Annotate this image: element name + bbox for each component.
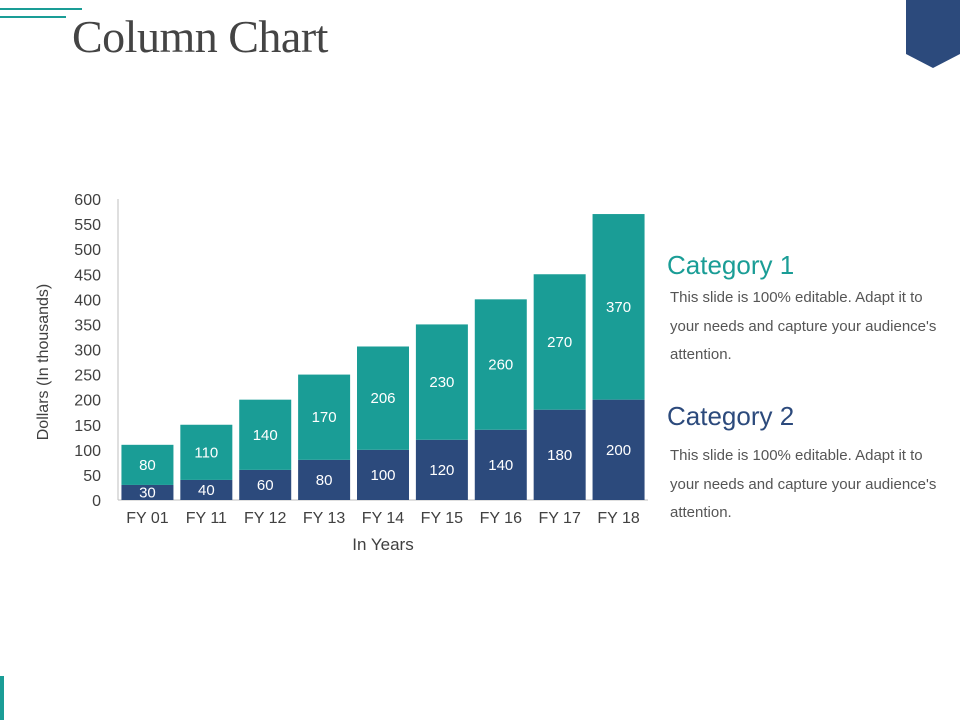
data-label: 200 (606, 442, 631, 459)
category-1-heading: Category 1 (667, 250, 795, 280)
title-accent-line-top (0, 8, 82, 10)
x-tick-label: FY 18 (597, 510, 640, 527)
y-tick-label: 400 (74, 292, 101, 309)
x-tick-label: FY 01 (126, 510, 169, 527)
y-tick-label: 350 (74, 317, 101, 334)
data-label: 80 (316, 472, 333, 489)
bar-segment-category-2 (474, 429, 527, 500)
x-tick-label: FY 12 (244, 510, 287, 527)
data-label: 206 (370, 390, 395, 407)
bar-segment-category-2 (298, 459, 351, 500)
bookmark-ribbon-icon (906, 0, 960, 68)
category-1-description: This slide is 100% editable. Adapt it to… (670, 289, 937, 363)
title-accent-line-bottom (0, 16, 66, 18)
y-tick-label: 600 (74, 192, 101, 209)
y-axis-title: Dollars (In thousands) (35, 284, 52, 441)
data-label: 140 (253, 427, 278, 444)
x-tick-label: FY 14 (362, 510, 405, 527)
y-tick-label: 450 (74, 267, 101, 284)
data-label: 230 (429, 374, 454, 391)
data-label: 370 (606, 299, 631, 316)
y-tick-label: 100 (74, 443, 101, 460)
y-tick-label: 150 (74, 418, 101, 435)
y-tick-label: 50 (83, 468, 101, 485)
x-tick-label: FY 11 (186, 510, 227, 527)
bar-segment-category-1 (239, 399, 292, 470)
bar-segment-category-1 (357, 346, 409, 450)
bar-segment-category-1 (298, 374, 351, 460)
bar-segment-category-1 (474, 299, 527, 430)
data-label: 180 (547, 447, 572, 464)
bar-segment-category-1 (533, 274, 586, 410)
y-tick-label: 200 (74, 393, 101, 410)
y-tick-label: 500 (74, 242, 101, 259)
x-tick-label: FY 13 (303, 510, 346, 527)
data-label: 170 (312, 409, 337, 426)
data-label: 140 (488, 457, 513, 474)
bar-segment-category-2 (239, 469, 292, 500)
y-tick-label: 300 (74, 343, 101, 360)
data-label: 40 (198, 482, 215, 499)
corner-accent-bar (0, 676, 4, 720)
slide-title: Column Chart (72, 11, 328, 62)
bar-segment-category-2 (592, 399, 645, 500)
bar-segment-category-1 (415, 324, 468, 440)
data-label: 80 (139, 457, 156, 474)
x-tick-label: FY 17 (538, 510, 581, 527)
x-axis-title: In Years (352, 535, 413, 554)
category-2-heading: Category 2 (667, 401, 795, 431)
data-label: 30 (139, 484, 156, 501)
data-label: 100 (370, 467, 395, 484)
x-tick-label: FY 15 (421, 510, 464, 527)
y-tick-label: 250 (74, 368, 101, 385)
bar-segment-category-2 (415, 439, 468, 500)
bar-segment-category-2 (357, 449, 409, 500)
data-label: 270 (547, 334, 572, 351)
bar-segment-category-1 (592, 214, 645, 400)
y-tick-label: 0 (92, 493, 101, 510)
bar-segment-category-2 (533, 409, 586, 500)
x-tick-label: FY 16 (480, 510, 523, 527)
data-label: 120 (429, 462, 454, 479)
data-label: 60 (257, 477, 274, 494)
bar-segment-category-1 (121, 444, 174, 485)
data-label: 260 (488, 357, 513, 374)
y-tick-label: 550 (74, 217, 101, 234)
bar-segment-category-2 (121, 484, 174, 500)
bar-segment-category-2 (180, 479, 233, 500)
bar-segment-category-1 (180, 424, 233, 480)
category-2-description: This slide is 100% editable. Adapt it to… (670, 447, 937, 521)
data-label: 110 (194, 444, 218, 461)
